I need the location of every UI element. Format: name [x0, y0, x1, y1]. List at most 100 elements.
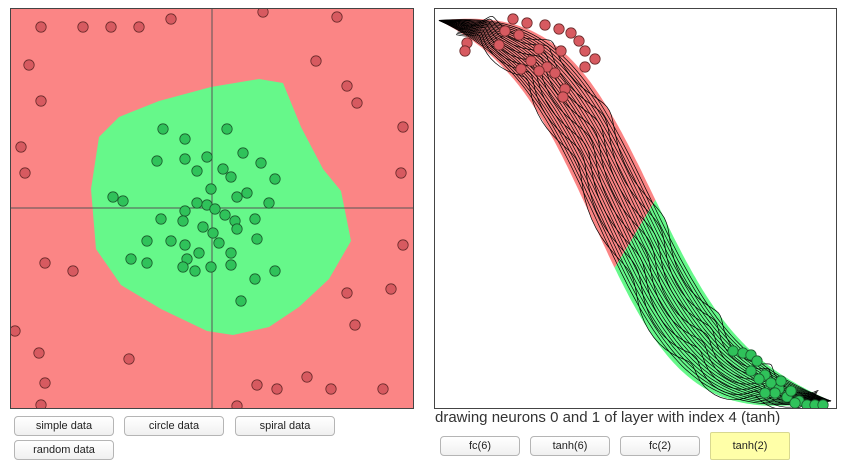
positive-data-point	[751, 355, 763, 367]
negative-data-point	[39, 257, 51, 269]
layer-fc2-button[interactable]: fc(2)	[620, 436, 700, 456]
positive-data-point	[251, 233, 263, 245]
positive-data-point	[141, 257, 153, 269]
negative-data-point	[331, 11, 343, 23]
negative-data-point	[539, 19, 551, 31]
grid-line	[461, 15, 819, 394]
negative-data-point	[271, 383, 283, 395]
negative-data-point	[33, 347, 45, 359]
positive-data-point	[165, 235, 177, 247]
decision-boundary-canvas[interactable]	[10, 8, 414, 409]
positive-data-point	[179, 205, 191, 217]
negative-data-point	[459, 45, 471, 57]
negative-data-point	[123, 353, 135, 365]
circle-data-button[interactable]: circle data	[124, 416, 224, 436]
positive-data-point	[125, 253, 137, 265]
grid-line	[438, 20, 832, 404]
neuron-activation-plot	[438, 13, 832, 408]
negative-data-point	[397, 239, 409, 251]
negative-data-point	[231, 400, 243, 408]
negative-data-point	[341, 80, 353, 92]
positive-data-point	[141, 235, 153, 247]
negative-data-point	[555, 45, 567, 57]
positive-data-point	[157, 123, 169, 135]
positive-data-point	[179, 133, 191, 145]
negative-data-point	[19, 167, 31, 179]
simple-data-button[interactable]: simple data	[14, 416, 114, 436]
spiral-data-button[interactable]: spiral data	[235, 416, 335, 436]
negative-data-point	[251, 379, 263, 391]
negative-data-point	[310, 55, 322, 67]
positive-data-point	[201, 151, 213, 163]
positive-data-point	[209, 203, 221, 215]
negative-data-point	[549, 67, 561, 79]
grid-line	[456, 31, 815, 408]
negative-data-point	[557, 91, 569, 103]
positive-data-point	[191, 165, 203, 177]
layer-tanh2-button[interactable]: tanh(2)	[710, 432, 790, 460]
decision-boundary-plot	[11, 9, 413, 408]
negative-data-point	[165, 13, 177, 25]
positive-data-point	[727, 345, 739, 357]
negative-data-point	[351, 97, 363, 109]
positive-data-point	[769, 387, 781, 399]
negative-region	[439, 18, 656, 268]
negative-data-point	[513, 29, 525, 41]
positive-data-point	[241, 187, 253, 199]
negative-data-point	[507, 13, 519, 25]
positive-data-point	[789, 397, 801, 408]
positive-data-point	[225, 247, 237, 259]
negative-data-point	[341, 287, 353, 299]
positive-data-point	[221, 123, 233, 135]
negative-data-point	[589, 53, 601, 65]
grid-line	[438, 19, 832, 402]
positive-data-point	[785, 385, 797, 397]
positive-data-point	[753, 373, 765, 385]
positive-data-point	[235, 295, 247, 307]
neuron-activation-canvas	[434, 8, 837, 409]
positive-data-point	[269, 173, 281, 185]
negative-data-point	[533, 65, 545, 77]
positive-data-point	[205, 183, 217, 195]
layer-tanh6-button[interactable]: tanh(6)	[530, 436, 610, 456]
negative-data-point	[39, 377, 51, 389]
grid-line	[438, 20, 832, 403]
negative-data-point	[553, 23, 565, 35]
positive-data-point	[107, 191, 119, 203]
positive-data-point	[189, 265, 201, 277]
grid-line	[460, 18, 818, 396]
negative-data-point	[377, 383, 389, 395]
negative-data-point	[133, 21, 145, 33]
positive-data-point	[249, 273, 261, 285]
positive-data-point	[231, 191, 243, 203]
positive-region	[91, 79, 351, 335]
negative-data-point	[301, 371, 313, 383]
negative-data-point	[349, 319, 361, 331]
grid-line	[455, 34, 814, 408]
negative-data-point	[397, 121, 409, 133]
positive-data-point	[193, 247, 205, 259]
random-data-button[interactable]: random data	[14, 440, 114, 460]
positive-data-point	[197, 221, 209, 233]
layer-caption: drawing neurons 0 and 1 of layer with in…	[435, 409, 781, 426]
grid-line	[438, 19, 832, 402]
positive-data-point	[177, 261, 189, 273]
positive-data-point	[237, 147, 249, 159]
positive-data-point	[155, 213, 167, 225]
negative-data-point	[325, 383, 337, 395]
positive-data-point	[745, 365, 757, 377]
positive-data-point	[191, 197, 203, 209]
layer-fc6-button[interactable]: fc(6)	[440, 436, 520, 456]
negative-data-point	[35, 95, 47, 107]
positive-data-point	[117, 195, 129, 207]
negative-data-point	[525, 55, 537, 67]
negative-data-point	[533, 43, 545, 55]
positive-data-point	[179, 239, 191, 251]
negative-data-point	[521, 17, 533, 29]
positive-data-point	[207, 227, 219, 239]
positive-data-point	[177, 215, 189, 227]
positive-data-point	[179, 153, 191, 165]
negative-data-point	[77, 21, 89, 33]
negative-data-point	[105, 21, 117, 33]
negative-data-point	[565, 27, 577, 39]
